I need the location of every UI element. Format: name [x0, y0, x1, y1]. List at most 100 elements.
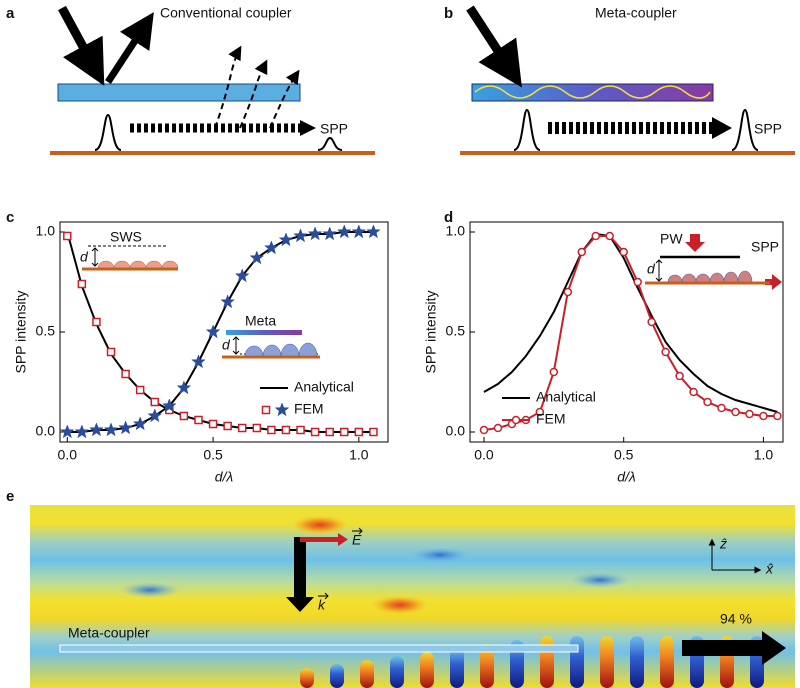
marker-square: [63, 231, 72, 241]
pw-arrow: [685, 234, 705, 252]
field-spot: [570, 572, 630, 588]
marker-star: [307, 226, 323, 241]
field-lobe: [660, 636, 674, 688]
marker-square: [369, 427, 378, 437]
marker-star: [162, 398, 177, 413]
field-lobe: [480, 644, 494, 688]
x-tick-label: 0.0: [474, 447, 494, 463]
marker-square: [106, 347, 116, 357]
marker-star: [176, 380, 192, 395]
marker-star: [366, 224, 381, 239]
x-tick-label: 1.0: [349, 447, 369, 463]
x-tick-label: 0.5: [203, 447, 223, 463]
marker-square: [92, 317, 101, 327]
axis-label: x̂: [765, 561, 774, 577]
legend-marker: [274, 402, 290, 417]
gap-arrow: [655, 259, 663, 282]
marker-circle: [731, 407, 740, 417]
plot-frame: [59, 221, 389, 443]
field-spot: [120, 582, 180, 598]
e-arrow: [300, 533, 348, 546]
marker-circle: [647, 317, 656, 327]
marker-circle: [577, 247, 587, 257]
y-axis-label: SPP intensity: [423, 290, 439, 373]
y-tick-label: 1.0: [36, 223, 56, 239]
series-line: [66, 231, 374, 433]
annotation: d: [222, 337, 231, 353]
annotation: d: [80, 249, 89, 265]
wave: [474, 85, 711, 99]
series-line: [483, 232, 778, 413]
marker-square: [267, 425, 276, 435]
meta-bar: [226, 330, 302, 335]
marker-circle: [619, 247, 628, 257]
marker-square: [340, 427, 349, 437]
panel-label: b: [444, 5, 453, 22]
field-lobe: [600, 636, 614, 688]
field-spot: [370, 595, 430, 615]
meta-coupler: [471, 83, 714, 102]
panel-label: e: [6, 488, 14, 505]
transmission-arrow: [682, 631, 786, 665]
marker-circle: [773, 411, 782, 421]
inset: SWS d Meta d: [80, 229, 320, 359]
marker-square: [208, 419, 218, 429]
pulse: [731, 108, 759, 151]
panel-title: Meta-coupler: [595, 5, 677, 21]
marker-star: [191, 354, 206, 369]
y-axis-label: SPP intensity: [13, 290, 29, 373]
spp-label: SPP: [320, 121, 348, 137]
marker-square: [281, 425, 291, 435]
legend-label: Analytical: [294, 379, 354, 395]
marker-circle: [535, 407, 545, 417]
inset: PW SPP d: [645, 231, 782, 290]
y-tick-label: 0.0: [446, 423, 466, 439]
panel-a: Conventional coupler SPP: [50, 5, 375, 155]
coupler-label: Meta-coupler: [68, 625, 150, 641]
marker-square: [135, 385, 145, 395]
reflected-arrow: [105, 12, 154, 84]
marker-circle: [479, 425, 489, 435]
marker-square: [325, 427, 334, 437]
marker-square: [150, 397, 160, 407]
annotation: PW: [660, 231, 683, 247]
vector-arrow: [318, 592, 329, 600]
leak-arrow: [239, 59, 268, 129]
meta-coupler: [59, 644, 579, 653]
marker-star: [234, 268, 250, 283]
marker-square: [179, 411, 189, 421]
x-axis-label: d/λ: [617, 469, 636, 485]
marker-square: [77, 279, 87, 289]
annotation: Meta: [245, 313, 276, 329]
marker-square: [121, 369, 130, 379]
marker-circle: [633, 277, 642, 287]
marker-square: [310, 427, 320, 437]
axis-label: ẑ: [719, 536, 727, 552]
field-spot: [290, 515, 350, 535]
marker-star: [103, 422, 119, 437]
panel-b: Meta-coupler SPP: [460, 5, 795, 155]
marker-star: [118, 420, 133, 435]
marker-star: [89, 422, 104, 437]
marker-star: [293, 228, 308, 243]
pulse: [513, 108, 541, 151]
panel-label: d: [444, 209, 453, 226]
field-lobe: [330, 664, 344, 688]
marker-square: [354, 427, 364, 437]
vector-arrow: [352, 527, 363, 535]
field-bumps: [244, 342, 318, 357]
field-bumps: [667, 270, 753, 283]
marker-star: [220, 294, 235, 309]
marker-star: [336, 224, 352, 239]
field-lobe: [420, 652, 434, 688]
marker-square: [223, 421, 232, 431]
panel-e: Meta-coupler E k ẑ x̂ 94 %: [30, 505, 795, 688]
panel-title: Conventional coupler: [160, 5, 292, 21]
marker-circle: [717, 403, 726, 413]
marker-star: [59, 424, 75, 439]
marker-star: [264, 240, 279, 255]
field-lobe: [450, 648, 464, 688]
marker-circle: [605, 231, 614, 241]
marker-star: [147, 408, 163, 423]
e-label: E: [352, 532, 362, 548]
